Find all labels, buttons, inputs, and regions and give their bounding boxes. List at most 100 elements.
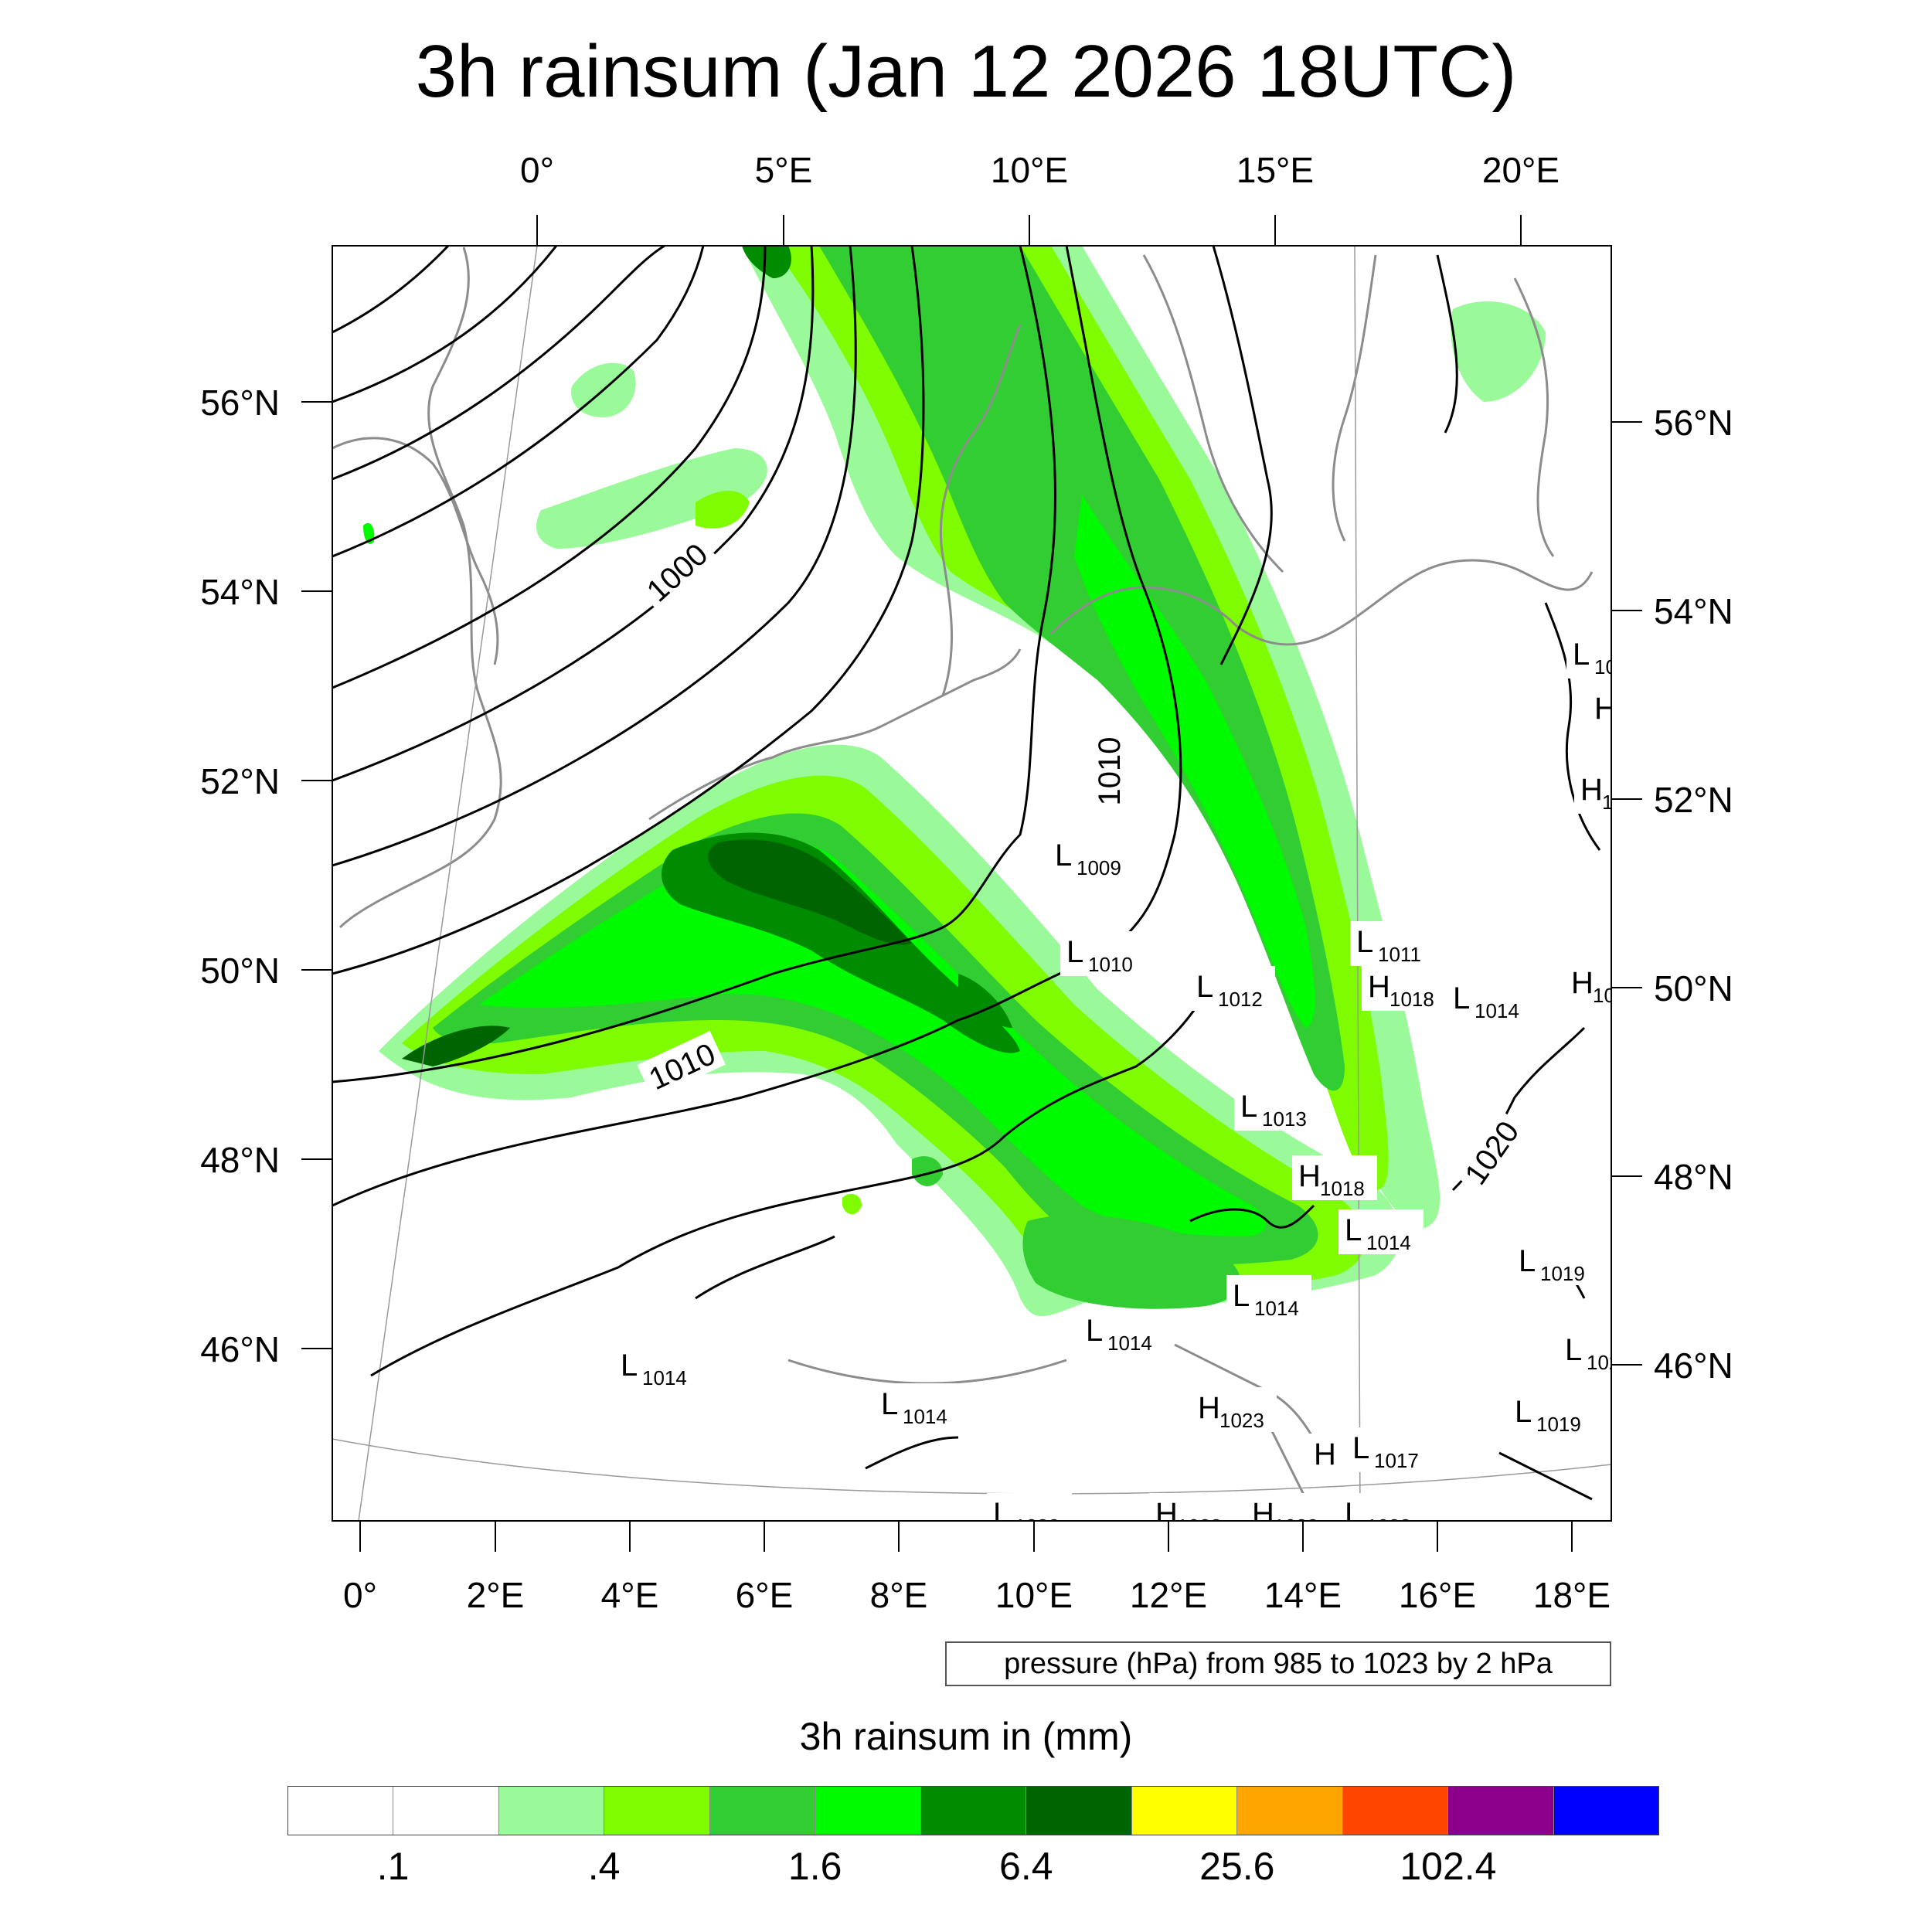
pressure-value: 10	[1593, 984, 1615, 1007]
pressure-center-label: H 10	[1565, 962, 1615, 1007]
high-pressure-letter: H	[1252, 1497, 1274, 1531]
pressure-value: 1014	[1366, 1231, 1411, 1254]
high-pressure-letter: H	[1594, 692, 1617, 726]
low-pressure-letter: L	[1356, 925, 1373, 959]
colorbar-label: 25.6	[1199, 1845, 1275, 1888]
pressure-center-label: L 1023	[1338, 1493, 1423, 1531]
pressure-value: 10	[1594, 655, 1617, 679]
rain-patch-small-1	[912, 1156, 943, 1186]
top-lon-label: 10°E	[991, 150, 1068, 190]
low-pressure-letter: L	[1565, 1333, 1582, 1367]
pressure-center-label: L 1014	[1338, 1209, 1423, 1254]
colorbar-label: .4	[587, 1845, 621, 1888]
left-lat-label: 48°N	[200, 1140, 280, 1180]
high-pressure-letter: H	[1368, 970, 1390, 1004]
isobars	[332, 246, 1601, 1501]
pressure-value: 1013	[1262, 1107, 1307, 1131]
pressure-center-label: H 1018	[1292, 1155, 1377, 1200]
rain-area-north-lightgreen	[773, 246, 1389, 1190]
pressure-center-label: H	[1588, 688, 1617, 733]
rain-area-north-mid	[819, 246, 1345, 1091]
pressure-center-label: L 1014	[614, 1345, 699, 1389]
right-lat-label: 54°N	[1654, 591, 1733, 631]
low-pressure-letter: L	[1515, 1395, 1532, 1429]
left-lat-labels: 56°N 54°N 52°N 50°N 48°N 46°N	[200, 383, 280, 1369]
pressure-center-label: L 1009	[1049, 835, 1134, 879]
colorbar-label: 1.6	[787, 1845, 842, 1888]
low-pressure-letter: L	[1345, 1213, 1362, 1247]
pressure-center-label: L 1012	[1190, 966, 1275, 1011]
top-lon-label: 15°E	[1236, 150, 1314, 190]
right-lat-label: 56°N	[1654, 403, 1733, 443]
pressure-value: 1012	[1218, 988, 1263, 1011]
pressure-center-label: H 1023	[1149, 1493, 1234, 1538]
rain-patch-alps	[1022, 1214, 1240, 1309]
pressure-center-label: L 1017	[1346, 1427, 1431, 1472]
top-lon-label: 20°E	[1482, 150, 1560, 190]
top-lon-label: 0°	[520, 150, 554, 190]
pressure-value: 1023	[1274, 1515, 1318, 1538]
rain-shading	[363, 246, 1546, 1317]
pressure-center-label: H 1018	[1362, 966, 1447, 1011]
bottom-lon-label: 2°E	[467, 1575, 525, 1615]
pressure-value: 1014	[1254, 1297, 1299, 1320]
right-lat-label: 52°N	[1654, 780, 1733, 820]
pressure-center-label: L 1019	[1512, 1240, 1597, 1285]
bottom-lon-label: 8°E	[870, 1575, 928, 1615]
high-pressure-letter: H	[1571, 966, 1594, 1000]
colorbar-swatch	[1237, 1787, 1343, 1835]
pressure-value: 1009	[1077, 856, 1121, 879]
bottom-lon-labels: 0° 2°E 4°E 6°E 8°E 10°E 12°E 14°E 16°E 1…	[343, 1575, 1611, 1615]
high-pressure-letter: H	[1198, 1391, 1220, 1425]
pressure-center-label: L 1010	[1060, 931, 1145, 976]
pressure-value: 1022	[1015, 1515, 1060, 1538]
pressure-center-label: L 1014	[1447, 978, 1532, 1022]
pressure-value: 1	[1602, 791, 1613, 814]
right-lat-label: 46°N	[1654, 1345, 1733, 1386]
colorbar-swatch	[604, 1787, 710, 1835]
pressure-center-label: L 102	[1559, 1329, 1620, 1374]
rain-area-dark-2	[958, 974, 1012, 1028]
low-pressure-letter: L	[1345, 1497, 1362, 1531]
colorbar	[287, 1786, 1659, 1835]
left-lat-label: 56°N	[200, 383, 280, 423]
bottom-lon-label: 4°E	[601, 1575, 659, 1615]
low-pressure-letter: L	[1055, 838, 1072, 872]
colorbar-swatch	[288, 1787, 394, 1835]
axis-ticks	[301, 215, 1642, 1552]
low-pressure-letter: L	[1352, 1431, 1369, 1465]
low-pressure-letter: L	[881, 1387, 898, 1421]
bottom-lon-label: 6°E	[736, 1575, 794, 1615]
bottom-lon-label: 10°E	[995, 1575, 1073, 1615]
pressure-value: 1014	[903, 1405, 947, 1428]
bottom-lon-label: 12°E	[1130, 1575, 1207, 1615]
bottom-lon-label: 16°E	[1399, 1575, 1476, 1615]
pressure-center-label: L 1013	[1234, 1086, 1319, 1131]
top-lon-labels: 0° 5°E 10°E 15°E 20°E	[520, 150, 1560, 190]
low-pressure-letter: L	[993, 1497, 1010, 1531]
pressure-value: 1019	[1540, 1262, 1585, 1285]
pressure-value: 1023	[1177, 1515, 1222, 1538]
rain-patch-northsea-3	[696, 491, 750, 529]
colorbar-swatch	[1448, 1787, 1554, 1835]
pressure-center-label: L 1019	[1509, 1391, 1594, 1436]
pressure-center-label: L 10	[1566, 634, 1617, 679]
colorbar-swatch	[920, 1787, 1027, 1835]
colorbar-label: 6.4	[999, 1845, 1053, 1888]
pressure-value: 1014	[1107, 1332, 1152, 1355]
rain-area-darkest	[708, 839, 912, 945]
pressure-center-label: H 1023	[1246, 1493, 1331, 1538]
colorbar-label: 102.4	[1400, 1845, 1497, 1888]
contour-label-1010-a: 1010	[1093, 737, 1127, 806]
colorbar-swatch	[1131, 1787, 1238, 1835]
pressure-value: 102	[1587, 1351, 1620, 1374]
high-pressure-letter: H	[1298, 1159, 1321, 1193]
pressure-value: 1014	[642, 1366, 687, 1389]
page-title: 3h rainsum (Jan 12 2026 18UTC)	[415, 30, 1517, 113]
pressure-value: 1019	[1536, 1413, 1581, 1436]
low-pressure-letter: L	[1453, 981, 1470, 1015]
plot-frame	[332, 245, 1612, 1522]
